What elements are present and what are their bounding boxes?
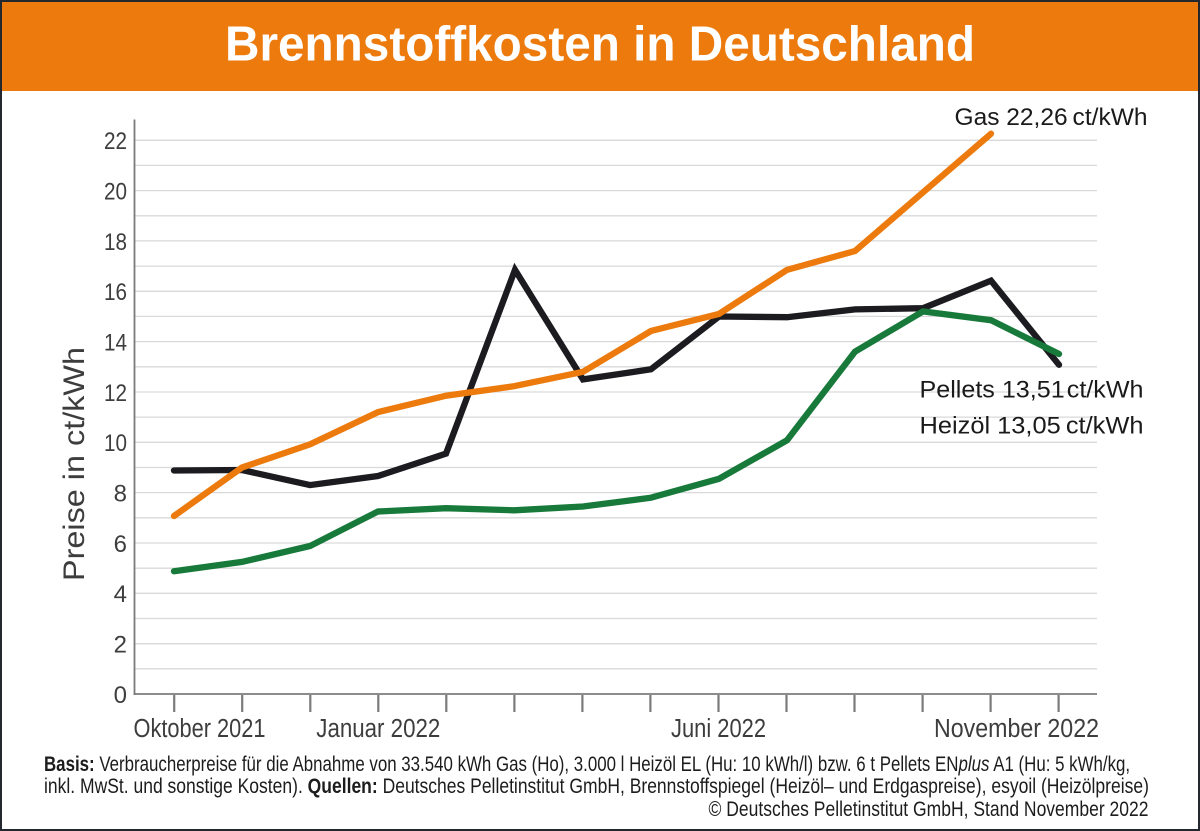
svg-text:20: 20: [104, 179, 127, 206]
svg-text:4: 4: [114, 581, 127, 608]
svg-text:10: 10: [104, 430, 127, 457]
svg-text:12: 12: [104, 380, 127, 407]
svg-text:8: 8: [114, 481, 127, 508]
svg-text:0: 0: [114, 682, 127, 709]
svg-text:Pellets 13,51 ct/kWh: Pellets 13,51 ct/kWh: [920, 377, 1144, 404]
svg-text:Januar 2022: Januar 2022: [316, 715, 440, 743]
svg-text:16: 16: [104, 279, 127, 306]
svg-text:Oktober 2021: Oktober 2021: [134, 715, 266, 743]
svg-text:22: 22: [104, 128, 127, 155]
svg-text:Juni 2022: Juni 2022: [671, 715, 766, 743]
svg-text:Brennstoffkosten in Deutschlan: Brennstoffkosten in Deutschland: [225, 17, 975, 72]
svg-text:November 2022: November 2022: [934, 715, 1099, 743]
svg-text:18: 18: [104, 229, 127, 256]
svg-text:6: 6: [114, 531, 127, 558]
svg-text:Heizöl 13,05 ct/kWh: Heizöl 13,05 ct/kWh: [920, 413, 1144, 440]
svg-text:14: 14: [104, 330, 127, 357]
svg-text:Preise in ct/kWh: Preise in ct/kWh: [58, 347, 91, 581]
svg-text:2: 2: [114, 632, 127, 659]
svg-text:Gas 22,26 ct/kWh: Gas 22,26 ct/kWh: [955, 104, 1148, 131]
